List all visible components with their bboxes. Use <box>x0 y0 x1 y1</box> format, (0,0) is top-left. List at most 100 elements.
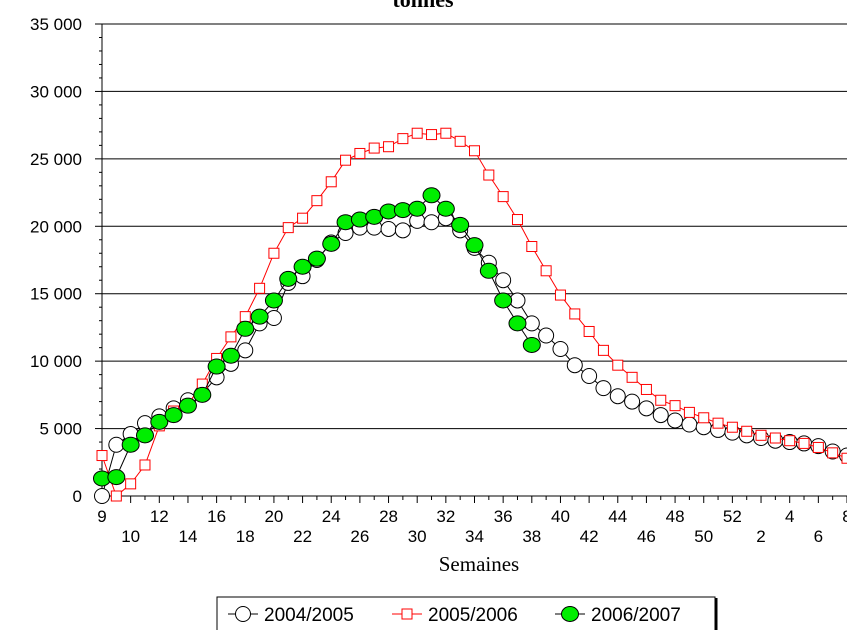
data-point <box>638 400 655 417</box>
x-tick-label: 22 <box>293 527 312 546</box>
y-tick-label: 20 000 <box>30 217 82 236</box>
y-tick-label: 10 000 <box>30 352 82 371</box>
data-point <box>311 195 323 207</box>
data-point <box>264 292 283 309</box>
data-point <box>827 447 839 459</box>
x-tick-label: 40 <box>551 507 570 526</box>
x-tick-label: 8 <box>842 507 847 526</box>
data-point <box>125 478 137 490</box>
data-point <box>94 488 110 504</box>
data-point <box>681 416 698 433</box>
data-point <box>451 216 470 233</box>
data-point <box>293 258 312 275</box>
data-point <box>107 469 126 486</box>
data-point <box>469 145 480 157</box>
data-point <box>495 272 512 289</box>
x-tick-label: 34 <box>465 527 484 546</box>
x-tick-label: 42 <box>580 527 599 546</box>
data-point <box>383 141 395 153</box>
x-tick-label: 48 <box>666 507 685 526</box>
data-point <box>297 212 309 224</box>
y-tick-label: 0 <box>73 487 82 506</box>
data-point <box>135 427 154 444</box>
data-point <box>494 292 513 309</box>
data-point <box>667 412 684 429</box>
data-point <box>282 222 294 234</box>
legend-item-2004-2005: 2004/2005 <box>228 605 354 626</box>
data-point <box>612 359 624 371</box>
data-point <box>595 380 612 397</box>
data-point <box>265 309 282 326</box>
x-tick-label: 52 <box>723 507 742 526</box>
legend-label: 2004/2005 <box>264 605 354 626</box>
data-point <box>394 222 411 239</box>
data-point <box>268 247 280 259</box>
data-point <box>683 406 695 418</box>
data-point <box>552 341 569 358</box>
series-2006-2007 <box>93 187 541 487</box>
x-tick-label: 24 <box>322 507 341 526</box>
data-point <box>566 357 583 374</box>
data-point <box>436 200 455 217</box>
y-axis-ticks: 0 5 000 10 000 15 000 20 000 25 000 30 000 35 0… <box>30 15 102 506</box>
data-point <box>207 358 226 375</box>
y-tick-label: 30 000 <box>30 82 82 101</box>
series-2004-2005 <box>94 210 847 504</box>
data-point <box>164 407 183 424</box>
data-point <box>408 200 427 217</box>
data-point <box>798 437 810 449</box>
data-point <box>522 336 541 353</box>
data-point <box>841 452 847 464</box>
x-axis-title: Semaines <box>439 552 519 576</box>
x-tick-label: 16 <box>207 507 226 526</box>
data-point <box>581 367 598 384</box>
series-line <box>101 194 533 479</box>
data-point <box>340 154 352 166</box>
data-point <box>652 407 669 424</box>
x-tick-label: 50 <box>694 527 713 546</box>
data-point <box>698 412 710 424</box>
data-point <box>523 315 540 332</box>
data-point <box>411 127 423 139</box>
legend-label: 2005/2006 <box>428 605 518 626</box>
x-tick-label: 4 <box>785 507 794 526</box>
series-line <box>101 132 847 497</box>
data-point <box>669 400 681 412</box>
data-point <box>121 436 140 453</box>
data-point <box>307 250 326 267</box>
data-point <box>322 235 341 252</box>
data-point <box>554 289 566 301</box>
data-point <box>225 331 237 343</box>
x-tick-label: 26 <box>350 527 369 546</box>
data-point <box>440 127 452 139</box>
data-point <box>239 311 251 323</box>
data-point <box>509 292 526 309</box>
data-point <box>325 176 337 188</box>
legend-item-2006-2007: 2006/2007 <box>555 605 681 626</box>
legend: 2004/2005 2005/2006 2006/2007 <box>216 596 718 630</box>
x-tick-label: 18 <box>236 527 255 546</box>
data-point <box>254 282 266 294</box>
y-tick-label: 25 000 <box>30 150 82 169</box>
data-point <box>741 425 753 437</box>
data-point <box>426 129 438 141</box>
data-point <box>479 262 498 279</box>
data-point <box>712 417 724 429</box>
data-point <box>755 429 767 441</box>
x-axis-ticks: 9101214161820222426283032343638404244464… <box>97 496 847 546</box>
data-point <box>569 308 581 320</box>
x-tick-label: 14 <box>179 527 198 546</box>
data-point <box>465 237 484 254</box>
data-point <box>508 315 527 332</box>
data-point <box>511 214 523 226</box>
data-point <box>193 386 212 403</box>
x-tick-label: 2 <box>756 527 765 546</box>
legend-marker <box>401 608 413 620</box>
data-point <box>237 342 254 359</box>
x-tick-label: 38 <box>522 527 541 546</box>
data-point <box>178 397 197 414</box>
y-tick-label: 5 000 <box>39 420 82 439</box>
data-point <box>221 347 240 364</box>
legend-marker <box>235 606 251 622</box>
x-tick-label: 20 <box>264 507 283 526</box>
